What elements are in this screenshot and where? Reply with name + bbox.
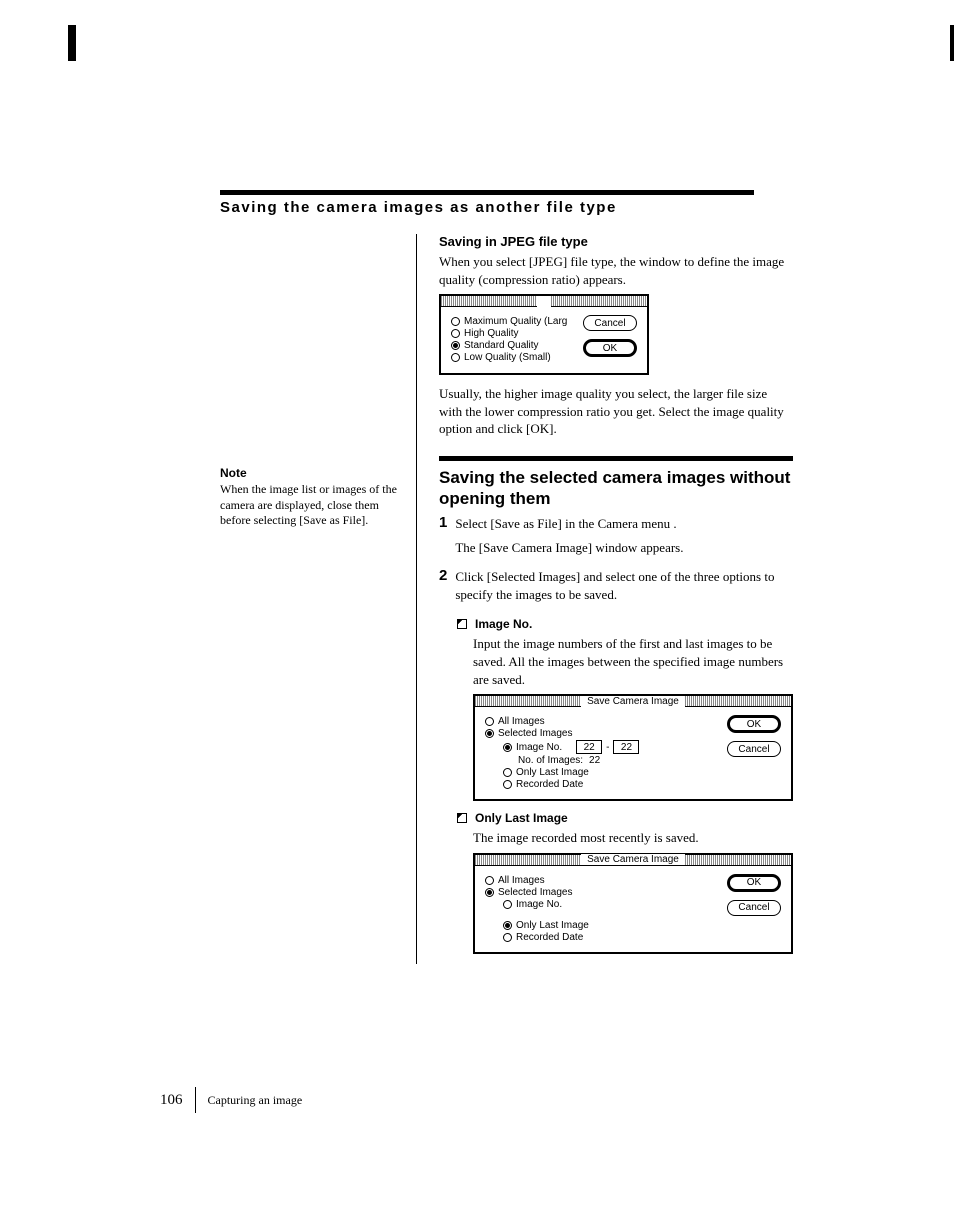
- step1b-text: The [Save Camera Image] window appears.: [455, 539, 683, 557]
- ok-button[interactable]: OK: [727, 874, 781, 892]
- note-label: Note: [220, 466, 398, 480]
- radio-selected-images[interactable]: [485, 888, 494, 897]
- noof-value: 22: [589, 755, 600, 766]
- radio-all-images[interactable]: [485, 717, 494, 726]
- dialog-title-text: Save Camera Image: [581, 696, 685, 707]
- imgno-to-input[interactable]: 22: [613, 740, 639, 754]
- step2-text: Click [Selected Images] and select one o…: [455, 568, 793, 603]
- opt-recdate: Recorded Date: [516, 932, 583, 943]
- radio-high-quality[interactable]: [451, 329, 460, 338]
- noof-label: No. of Images:: [518, 755, 583, 766]
- opt-onlylast: Only Last Image: [516, 920, 589, 931]
- jpeg-heading: Saving in JPEG file type: [439, 234, 793, 249]
- imgno-text: Input the image numbers of the first and…: [473, 635, 793, 688]
- dialog-title-text: Save Camera Image: [581, 854, 685, 865]
- section-title: Saving the camera images as another file…: [220, 199, 754, 216]
- bullet-box-icon: [457, 619, 467, 629]
- save-image-dialog-2: Save Camera Image All Images Selected Im…: [473, 853, 793, 954]
- save-heading: Saving the selected camera images withou…: [439, 467, 793, 510]
- opt-imgno: Image No.: [516, 742, 562, 753]
- opt-all: All Images: [498, 716, 545, 727]
- radio-recorded-date[interactable]: [503, 780, 512, 789]
- radio-image-no[interactable]: [503, 900, 512, 909]
- imgno-label: Image No.: [475, 617, 532, 631]
- opt-std: Standard Quality: [464, 340, 539, 351]
- radio-image-no[interactable]: [503, 743, 512, 752]
- jpeg-explain: Usually, the higher image quality you se…: [439, 385, 793, 438]
- jpeg-quality-dialog: Maximum Quality (Larg High Quality Stand…: [439, 294, 649, 375]
- cancel-button[interactable]: Cancel: [583, 315, 637, 331]
- opt-onlylast: Only Last Image: [516, 767, 589, 778]
- radio-standard-quality[interactable]: [451, 341, 460, 350]
- bullet-box-icon: [457, 813, 467, 823]
- subsection-rule: [439, 456, 793, 461]
- opt-imgno: Image No.: [516, 899, 562, 910]
- cancel-button[interactable]: Cancel: [727, 900, 781, 916]
- onlylast-text: The image recorded most recently is save…: [473, 829, 793, 847]
- dialog-titlebar: Save Camera Image: [475, 855, 791, 866]
- onlylast-label: Only Last Image: [475, 811, 568, 825]
- radio-only-last[interactable]: [503, 921, 512, 930]
- section-rule: [220, 190, 754, 195]
- radio-only-last[interactable]: [503, 768, 512, 777]
- page-number: 106: [160, 1092, 183, 1109]
- step-number-2: 2: [439, 568, 447, 609]
- save-image-dialog-1: Save Camera Image All Images Selected Im…: [473, 694, 793, 801]
- cancel-button[interactable]: Cancel: [727, 741, 781, 757]
- dialog-titlebar: Save Camera Image: [475, 696, 791, 707]
- opt-high: High Quality: [464, 328, 518, 339]
- opt-low: Low Quality (Small): [464, 352, 551, 363]
- opt-recdate: Recorded Date: [516, 779, 583, 790]
- chapter-name: Capturing an image: [208, 1093, 303, 1108]
- dash: -: [606, 742, 609, 753]
- radio-all-images[interactable]: [485, 876, 494, 885]
- radio-recorded-date[interactable]: [503, 933, 512, 942]
- opt-all: All Images: [498, 875, 545, 886]
- imgno-from-input[interactable]: 22: [576, 740, 602, 754]
- radio-selected-images[interactable]: [485, 729, 494, 738]
- scan-mark-right: [950, 25, 954, 61]
- opt-selected: Selected Images: [498, 728, 573, 739]
- step1-text: Select [Save as File] in the Camera menu…: [455, 515, 683, 533]
- opt-max: Maximum Quality (Larg: [464, 316, 567, 327]
- opt-selected: Selected Images: [498, 887, 573, 898]
- radio-max-quality[interactable]: [451, 317, 460, 326]
- radio-low-quality[interactable]: [451, 353, 460, 362]
- step-number-1: 1: [439, 515, 447, 562]
- ok-button[interactable]: OK: [583, 339, 637, 357]
- footer-divider: [195, 1087, 196, 1113]
- jpeg-intro: When you select [JPEG] file type, the wi…: [439, 253, 793, 288]
- note-text: When the image list or images of the cam…: [220, 482, 398, 529]
- ok-button[interactable]: OK: [727, 715, 781, 733]
- dialog-titlebar: [441, 296, 647, 307]
- column-separator: [416, 234, 417, 964]
- scan-mark-left: [68, 25, 76, 61]
- page-footer: 106 Capturing an image: [160, 1087, 302, 1113]
